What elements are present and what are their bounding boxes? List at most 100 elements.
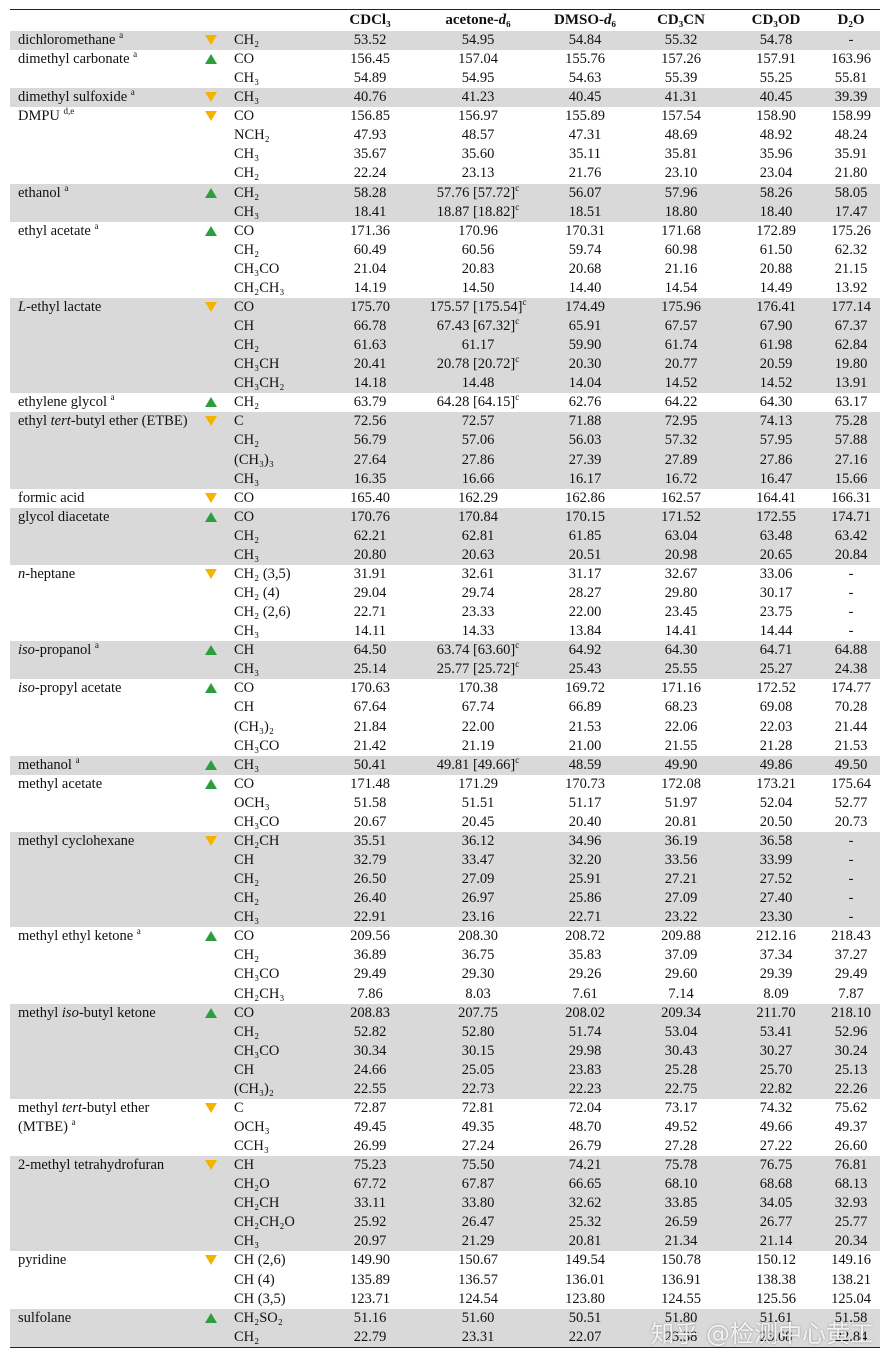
shift-value: - xyxy=(848,871,854,888)
carbon-group: CH₃ xyxy=(234,70,260,87)
shift-value: 62.81 xyxy=(461,527,495,544)
shift-value: 23.75 xyxy=(759,604,793,621)
shift-value: 35.91 xyxy=(834,146,868,163)
shift-value: 20.88 xyxy=(759,260,793,277)
shift-value: 25.91 xyxy=(568,871,602,888)
shift-value: 14.33 xyxy=(461,623,495,640)
carbon-group: (CH₃)₂ xyxy=(234,1080,274,1097)
shift-value: 29.04 xyxy=(353,585,387,602)
up-triangle-icon xyxy=(205,931,217,942)
value-text: 63.74 [63.60] xyxy=(436,642,516,659)
shift-value: 53.41 xyxy=(759,1023,793,1040)
compound-name: DMPU d,e xyxy=(18,107,198,126)
triangle xyxy=(205,416,217,427)
shift-value: 7.61 xyxy=(572,985,598,1002)
shift-value: 20.73 xyxy=(834,813,868,830)
name-text: n-heptane xyxy=(18,565,76,582)
shift-value: 48.92 xyxy=(759,127,793,144)
shift-value: 169.72 xyxy=(565,680,605,697)
shift-value: 26.97 xyxy=(461,890,495,907)
value-text: 18.87 [18.82] xyxy=(436,203,516,220)
carbon-group: CH₂ xyxy=(234,527,260,544)
shift-value: 57.06 xyxy=(461,432,495,449)
shift-value: 22.55 xyxy=(353,1080,387,1097)
carbon-group: CH₂CH xyxy=(234,1195,280,1212)
shift-value: 22.82 xyxy=(759,1080,793,1097)
shift-value: 21.28 xyxy=(759,737,793,754)
shift-value: 49.45 xyxy=(353,1118,387,1135)
shift-value: 20.51 xyxy=(568,546,602,563)
shift-value: 156.85 xyxy=(350,108,390,125)
shift-value: 63.04 xyxy=(664,527,698,544)
shift-value: 30.27 xyxy=(759,1042,793,1059)
name-text: methyl iso-butyl ketone xyxy=(18,1004,156,1021)
shift-value: 59.74 xyxy=(568,241,602,258)
column-header: D₂O xyxy=(837,12,865,28)
carbon-group: CH₃ xyxy=(234,909,260,926)
shift-value: 51.58 xyxy=(834,1309,868,1326)
shift-value: 64.88 xyxy=(834,642,868,659)
up-triangle-icon xyxy=(205,683,217,694)
shift-value: 26.40 xyxy=(353,890,387,907)
shift-value: 158.99 xyxy=(831,108,871,125)
value-text: 67.43 [67.32] xyxy=(436,318,516,335)
footnote-mark: a xyxy=(119,30,124,41)
shift-value: 21.29 xyxy=(461,1233,495,1250)
carbon-group: CH₂ xyxy=(234,890,260,907)
shift-value: 39.39 xyxy=(834,89,868,106)
name-text: iso-propyl acetate xyxy=(18,680,122,697)
row-band xyxy=(10,183,880,222)
shift-value: 155.89 xyxy=(565,108,605,125)
carbon-group: CH₂ (3,5) xyxy=(234,565,291,582)
shift-value: - xyxy=(848,890,854,907)
shift-value: 26.59 xyxy=(664,1214,698,1231)
shift-value: 48.59 xyxy=(568,756,602,773)
shift-value: 60.56 xyxy=(461,241,495,258)
shift-value: 72.57 xyxy=(461,413,495,430)
shift-value: 135.89 xyxy=(350,1271,390,1288)
carbon-group: CH₃ xyxy=(234,756,260,773)
shift-value: 14.54 xyxy=(664,279,698,296)
shift-value: 72.81 xyxy=(461,1099,495,1116)
shift-value: 20.59 xyxy=(759,356,793,373)
carbon-group: CH (2,6) xyxy=(234,1252,286,1269)
shift-value: 23.13 xyxy=(461,165,495,182)
shift-value: 22.71 xyxy=(353,604,387,621)
footnote-mark: c xyxy=(515,316,520,327)
shift-value: 149.16 xyxy=(831,1252,871,1269)
shift-value: 18.40 xyxy=(759,203,793,220)
carbon-group: CH₃ xyxy=(234,470,260,487)
compound-name: methyl tert-butyl ether (MTBE) a xyxy=(18,1099,198,1137)
carbon-group: CO xyxy=(234,775,255,792)
shift-value: 29.30 xyxy=(461,966,495,983)
compound-name: methyl cyclohexane xyxy=(18,832,198,851)
shift-value: 49.81 [49.66]c xyxy=(418,755,538,775)
triangle xyxy=(205,187,217,198)
shift-value: 48.24 xyxy=(834,127,868,144)
compound-name: sulfolane xyxy=(18,1309,198,1328)
shift-value: 76.81 xyxy=(834,1157,868,1174)
down-triangle-icon xyxy=(205,111,217,122)
shift-value: 174.49 xyxy=(565,298,605,315)
shift-value: 207.75 xyxy=(458,1004,498,1021)
shift-value: 22.00 xyxy=(568,604,602,621)
carbon-group: CH₂CH₃ xyxy=(234,985,285,1002)
shift-value: 28.27 xyxy=(568,585,602,602)
compound-name: methyl iso-butyl ketone xyxy=(18,1004,198,1023)
shift-value: 41.31 xyxy=(664,89,698,106)
shift-value: 49.66 xyxy=(759,1118,793,1135)
name-text: ethyl tert-butyl ether (ETBE) xyxy=(18,413,188,430)
shift-value: 67.87 xyxy=(461,1176,495,1193)
shift-value: 23.33 xyxy=(461,604,495,621)
up-triangle-icon xyxy=(205,1312,217,1323)
shift-value: 175.26 xyxy=(831,222,871,239)
shift-value: 55.39 xyxy=(664,70,698,87)
shift-value: 208.02 xyxy=(565,1004,605,1021)
triangle xyxy=(205,1102,217,1113)
shift-value: 20.81 xyxy=(664,813,698,830)
shift-value: 59.90 xyxy=(568,337,602,354)
shift-value: 14.48 xyxy=(461,375,495,392)
shift-value: 26.99 xyxy=(353,1138,387,1155)
shift-value: 21.15 xyxy=(834,260,868,277)
shift-value: 171.36 xyxy=(350,222,390,239)
